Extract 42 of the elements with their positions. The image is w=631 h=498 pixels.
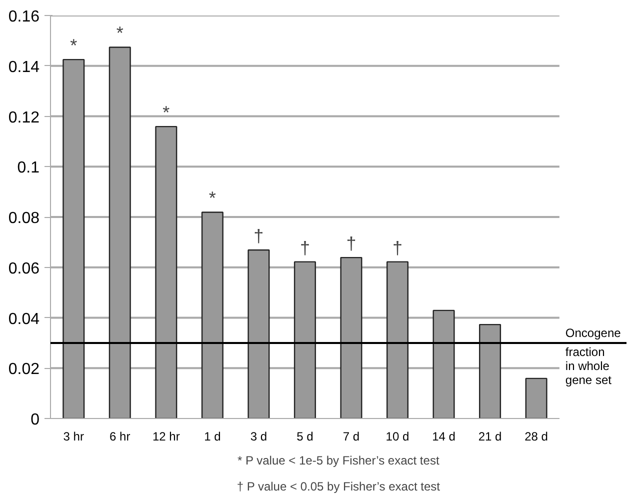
- text: * P value < 1e-5 by Fisher’s exact test: [238, 454, 440, 468]
- bar: [155, 126, 178, 418]
- annotation: *: [162, 102, 170, 123]
- ref-line-label: Oncogene fraction in whole gene set: [565, 326, 622, 387]
- x-tick-label: 5 d: [296, 430, 314, 444]
- bar: [108, 46, 131, 418]
- x-tick-label: 7 d: [342, 430, 360, 444]
- bar: [62, 58, 85, 418]
- y-tick-label: 0.14: [8, 58, 40, 76]
- x-tick-label: 28 d: [524, 430, 548, 444]
- annotation: †: [254, 226, 264, 246]
- y-tick-label: 0.16: [8, 8, 40, 26]
- bar: [340, 256, 362, 418]
- text: † P value < 0.05 by Fisher’s exact test: [236, 480, 441, 494]
- annotation: †: [300, 238, 310, 258]
- y-tick-label: 0: [30, 412, 40, 428]
- annotation: †: [346, 234, 356, 254]
- annotation: *: [70, 36, 78, 56]
- annotation: *: [208, 188, 216, 208]
- x-tick-label: 1 d: [204, 430, 221, 444]
- y-tick-label: 0.02: [8, 361, 40, 378]
- x-tick-label: 10 d: [386, 430, 410, 444]
- bar: [525, 378, 548, 418]
- bar: [248, 249, 270, 418]
- bar: [201, 212, 224, 418]
- x-tick-label: 14 d: [432, 430, 456, 444]
- y-tick-label: 0.08: [8, 210, 40, 227]
- annotation: *: [116, 23, 124, 44]
- bar: [294, 261, 316, 418]
- x-tick-label: 21 d: [478, 430, 502, 444]
- x-tick-label: 3 hr: [63, 430, 84, 444]
- y-tick-label: 0.06: [8, 260, 40, 278]
- x-tick-label: 3 d: [250, 430, 268, 444]
- bar: [432, 310, 455, 418]
- x-tick-label: 12 hr: [152, 430, 180, 444]
- annotation: †: [392, 238, 402, 258]
- y-tick-label: 0.12: [8, 109, 40, 126]
- x-tick-label: 6 hr: [110, 430, 130, 444]
- bar: [479, 324, 502, 418]
- y-tick-label: 0.04: [8, 310, 40, 328]
- y-tick-label: 0.1: [17, 160, 40, 177]
- bar: [386, 261, 408, 418]
